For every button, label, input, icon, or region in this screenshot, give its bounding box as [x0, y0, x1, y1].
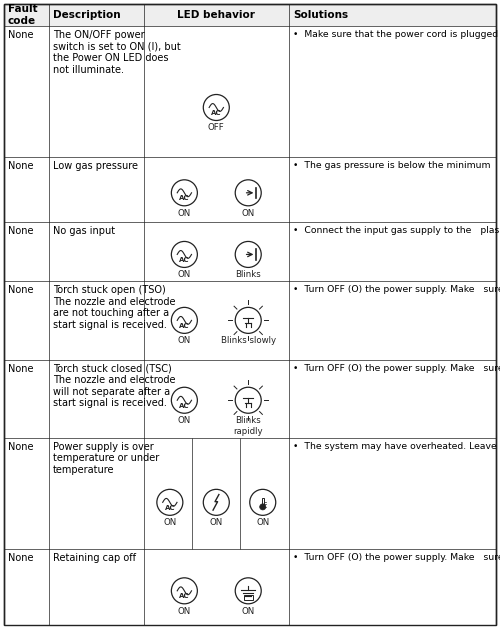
Text: •  Turn OFF (O) the power supply. Make   sure that the consumables are installed: • Turn OFF (O) the power supply. Make su…: [293, 285, 500, 294]
Text: ON: ON: [178, 209, 191, 218]
Text: •  Turn OFF (O) the power supply. Make   sure that the torch is connected to the: • Turn OFF (O) the power supply. Make su…: [293, 553, 500, 562]
Text: ON: ON: [178, 270, 191, 279]
Text: None: None: [8, 30, 34, 40]
Text: Fault
code: Fault code: [8, 4, 38, 26]
Text: None: None: [8, 162, 34, 172]
Text: Description: Description: [54, 10, 121, 20]
Text: AC: AC: [164, 505, 175, 511]
Text: Torch stuck open (TSO)
The nozzle and electrode
are not touching after a
start s: Torch stuck open (TSO) The nozzle and el…: [54, 285, 176, 330]
Text: None: None: [8, 364, 34, 374]
Text: AC: AC: [211, 110, 222, 116]
Text: None: None: [8, 553, 34, 563]
Text: •  The gas pressure is below the minimum   pressure for that process, mode, torc: • The gas pressure is below the minimum …: [293, 162, 500, 170]
Text: Low gas pressure: Low gas pressure: [54, 162, 138, 172]
Text: AC: AC: [179, 257, 190, 263]
Text: Blinks: Blinks: [236, 270, 261, 279]
Text: Blinks slowly: Blinks slowly: [220, 337, 276, 345]
Circle shape: [260, 504, 266, 510]
Bar: [244, 596, 253, 600]
Text: Power supply is over
temperature or under
temperature: Power supply is over temperature or unde…: [54, 442, 160, 475]
Text: ON: ON: [163, 518, 176, 527]
Text: ON: ON: [242, 209, 255, 218]
Text: ON: ON: [256, 518, 270, 527]
Text: ON: ON: [210, 518, 223, 527]
Text: No gas input: No gas input: [54, 226, 116, 236]
Text: ON: ON: [178, 416, 191, 425]
Text: •  Connect the input gas supply to the   plasma power supply. Turn OFF (O) then : • Connect the input gas supply to the pl…: [293, 226, 500, 235]
Text: Blinks
rapidly: Blinks rapidly: [234, 416, 263, 436]
Text: ON: ON: [178, 607, 191, 616]
Text: ON: ON: [242, 607, 255, 616]
Text: •  Make sure that the power cord is plugged   into the receptacle.•  Make sure t: • Make sure that the power cord is plugg…: [293, 30, 500, 39]
Text: •  Turn OFF (O) the power supply. Make   sure that the consumables are installed: • Turn OFF (O) the power supply. Make su…: [293, 364, 500, 372]
Text: LED behavior: LED behavior: [178, 10, 255, 20]
Text: Solutions: Solutions: [293, 10, 348, 20]
Bar: [262, 498, 264, 507]
Text: AC: AC: [179, 593, 190, 599]
Text: None: None: [8, 285, 34, 295]
Text: OFF: OFF: [208, 123, 224, 133]
Bar: [4, 4, 496, 26]
Text: Torch stuck closed (TSC)
The nozzle and electrode
will not separate after a
star: Torch stuck closed (TSC) The nozzle and …: [54, 364, 176, 408]
Text: AC: AC: [179, 196, 190, 201]
Text: •  The system may have overheated. Leave   the plasma power supply ON to allow t: • The system may have overheated. Leave …: [293, 442, 500, 451]
Text: None: None: [8, 226, 34, 236]
Text: AC: AC: [179, 403, 190, 409]
Text: Retaining cap off: Retaining cap off: [54, 553, 136, 563]
Text: AC: AC: [179, 323, 190, 329]
Text: The ON/OFF power
switch is set to ON (I), but
the Power ON LED does
not illumina: The ON/OFF power switch is set to ON (I)…: [54, 30, 181, 75]
Text: ON: ON: [178, 337, 191, 345]
Text: None: None: [8, 442, 34, 452]
